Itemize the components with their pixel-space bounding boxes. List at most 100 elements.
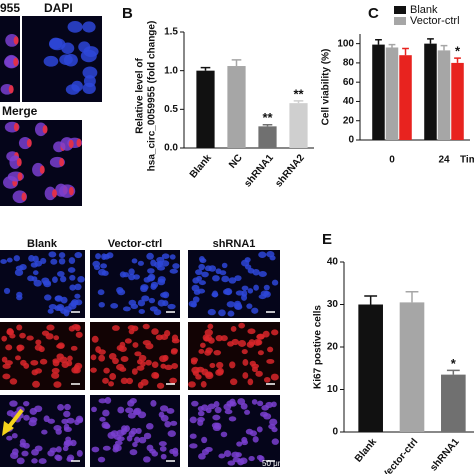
nucleus xyxy=(226,301,235,308)
nucleus xyxy=(169,254,176,260)
arrow xyxy=(6,408,24,430)
cytoplasm xyxy=(13,57,19,67)
nucleus xyxy=(237,340,247,347)
nucleus xyxy=(16,344,25,351)
y-tick-label: 20 xyxy=(343,115,355,126)
nucleus xyxy=(161,260,170,267)
nucleus xyxy=(91,335,99,343)
nucleus xyxy=(253,338,262,346)
y-axis-label: Ki67 postive cells xyxy=(313,305,324,389)
bar xyxy=(399,55,412,141)
nucleus xyxy=(154,261,162,268)
cytoplasm xyxy=(26,138,32,148)
error-bar xyxy=(440,44,448,51)
legend-label: Vector-ctrl xyxy=(410,15,460,27)
nucleus xyxy=(21,450,29,457)
nucleus xyxy=(127,412,136,419)
nucleus xyxy=(171,334,179,342)
nucleus xyxy=(218,453,226,459)
nucleus xyxy=(63,403,71,411)
nucleus xyxy=(57,404,65,411)
nucleus xyxy=(156,382,165,389)
nucleus xyxy=(145,359,152,366)
nucleus xyxy=(54,295,62,301)
nucleus xyxy=(247,328,256,335)
nucleus xyxy=(75,331,83,338)
nucleus xyxy=(16,291,23,298)
nucleus xyxy=(19,332,26,339)
nucleus xyxy=(199,258,207,264)
nucleus xyxy=(162,300,169,307)
cytoplasm xyxy=(39,165,45,174)
nucleus xyxy=(120,356,129,362)
cytoplasm xyxy=(59,158,65,167)
nucleus xyxy=(49,447,58,453)
nucleus xyxy=(192,277,200,284)
nucleus xyxy=(116,429,125,437)
nucleus xyxy=(9,400,18,407)
nucleus xyxy=(247,378,254,386)
nucleus xyxy=(46,324,55,331)
nucleus xyxy=(74,283,82,291)
nucleus xyxy=(15,355,21,361)
nucleus xyxy=(263,290,271,298)
nucleus xyxy=(39,358,48,365)
nucleus xyxy=(102,377,109,384)
nucleus xyxy=(167,430,176,438)
nucleus xyxy=(266,251,275,258)
panel-label: C xyxy=(368,5,379,22)
x-tick-label: Vector-ctrl xyxy=(380,436,420,474)
nucleus xyxy=(158,441,167,447)
nucleus xyxy=(262,330,270,338)
nucleus xyxy=(31,458,38,464)
nucleus xyxy=(215,369,224,376)
y-axis-label: Relative level of xyxy=(135,58,146,134)
nucleus xyxy=(68,325,76,332)
nucleus xyxy=(227,341,234,347)
nucleus xyxy=(47,308,54,314)
nucleus xyxy=(201,271,209,278)
error-bar xyxy=(200,66,211,71)
nucleus xyxy=(128,273,136,281)
nucleus xyxy=(157,278,166,286)
nucleus xyxy=(95,253,101,260)
nucleus xyxy=(98,354,106,362)
nucleus xyxy=(97,456,106,463)
nucleus xyxy=(16,457,25,465)
nucleus xyxy=(131,258,138,264)
nucleus xyxy=(53,381,62,388)
nucleus xyxy=(197,410,205,417)
nucleus xyxy=(69,274,76,281)
bar xyxy=(196,70,215,148)
cytoplasm xyxy=(68,139,74,149)
x-axis-label: Tim xyxy=(460,155,474,166)
nucleus xyxy=(253,284,259,291)
legend-label: Blank xyxy=(410,4,438,16)
y-tick-label: 1.0 xyxy=(164,65,178,76)
nucleus xyxy=(150,399,157,407)
nucleus xyxy=(124,338,132,344)
bar xyxy=(258,126,277,148)
nucleus xyxy=(110,303,119,309)
nucleus xyxy=(141,295,150,302)
bar xyxy=(372,44,385,140)
nucleus xyxy=(247,268,255,274)
nucleus xyxy=(41,429,48,435)
nucleus xyxy=(109,373,117,381)
micrographs xyxy=(0,16,280,467)
nucleus xyxy=(34,344,43,351)
nucleus xyxy=(57,342,65,349)
nucleus xyxy=(67,20,83,33)
nucleus xyxy=(248,455,255,462)
nucleus xyxy=(231,451,240,458)
nucleus xyxy=(148,297,156,304)
nucleus xyxy=(257,350,264,356)
nucleus xyxy=(2,373,11,380)
nucleus xyxy=(34,445,43,452)
nucleus xyxy=(147,268,155,274)
nucleus xyxy=(221,275,230,283)
nucleus xyxy=(131,368,138,375)
nucleus xyxy=(132,441,138,448)
x-tick-label: 24 xyxy=(438,155,450,166)
nucleus xyxy=(93,265,101,271)
